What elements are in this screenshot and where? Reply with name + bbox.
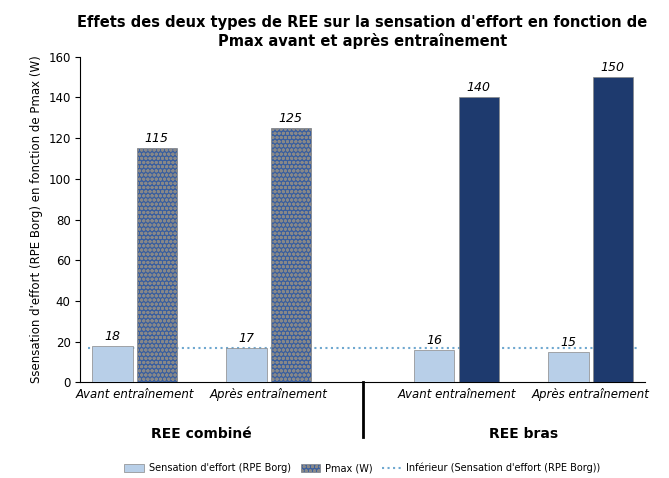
Text: 15: 15	[561, 336, 577, 349]
Bar	[414, 350, 454, 382]
Text: 18: 18	[104, 330, 120, 343]
Text: 150: 150	[601, 61, 625, 74]
Bar	[227, 348, 267, 382]
Text: REE combiné: REE combiné	[151, 427, 252, 441]
Text: 140: 140	[466, 81, 490, 94]
Bar	[92, 346, 132, 382]
Bar	[593, 77, 633, 382]
Y-axis label: Ssensation d'effort (RPE Borg) en fonction de Pmax (W): Ssensation d'effort (RPE Borg) en foncti…	[29, 55, 43, 383]
Bar	[271, 128, 311, 382]
Bar	[136, 148, 177, 382]
Text: 115: 115	[145, 132, 169, 145]
Text: 16: 16	[426, 334, 442, 347]
Text: REE bras: REE bras	[489, 427, 558, 441]
Text: 125: 125	[279, 112, 303, 125]
Bar	[549, 352, 589, 382]
Title: Effets des deux types de REE sur la sensation d'effort en fonction de
Pmax avant: Effets des deux types de REE sur la sens…	[78, 15, 648, 49]
Legend: Sensation d'effort (RPE Borg), Pmax (W), Inférieur (Sensation d'effort (RPE Borg: Sensation d'effort (RPE Borg), Pmax (W),…	[120, 459, 605, 477]
Text: 17: 17	[239, 332, 255, 345]
Bar	[458, 98, 499, 382]
